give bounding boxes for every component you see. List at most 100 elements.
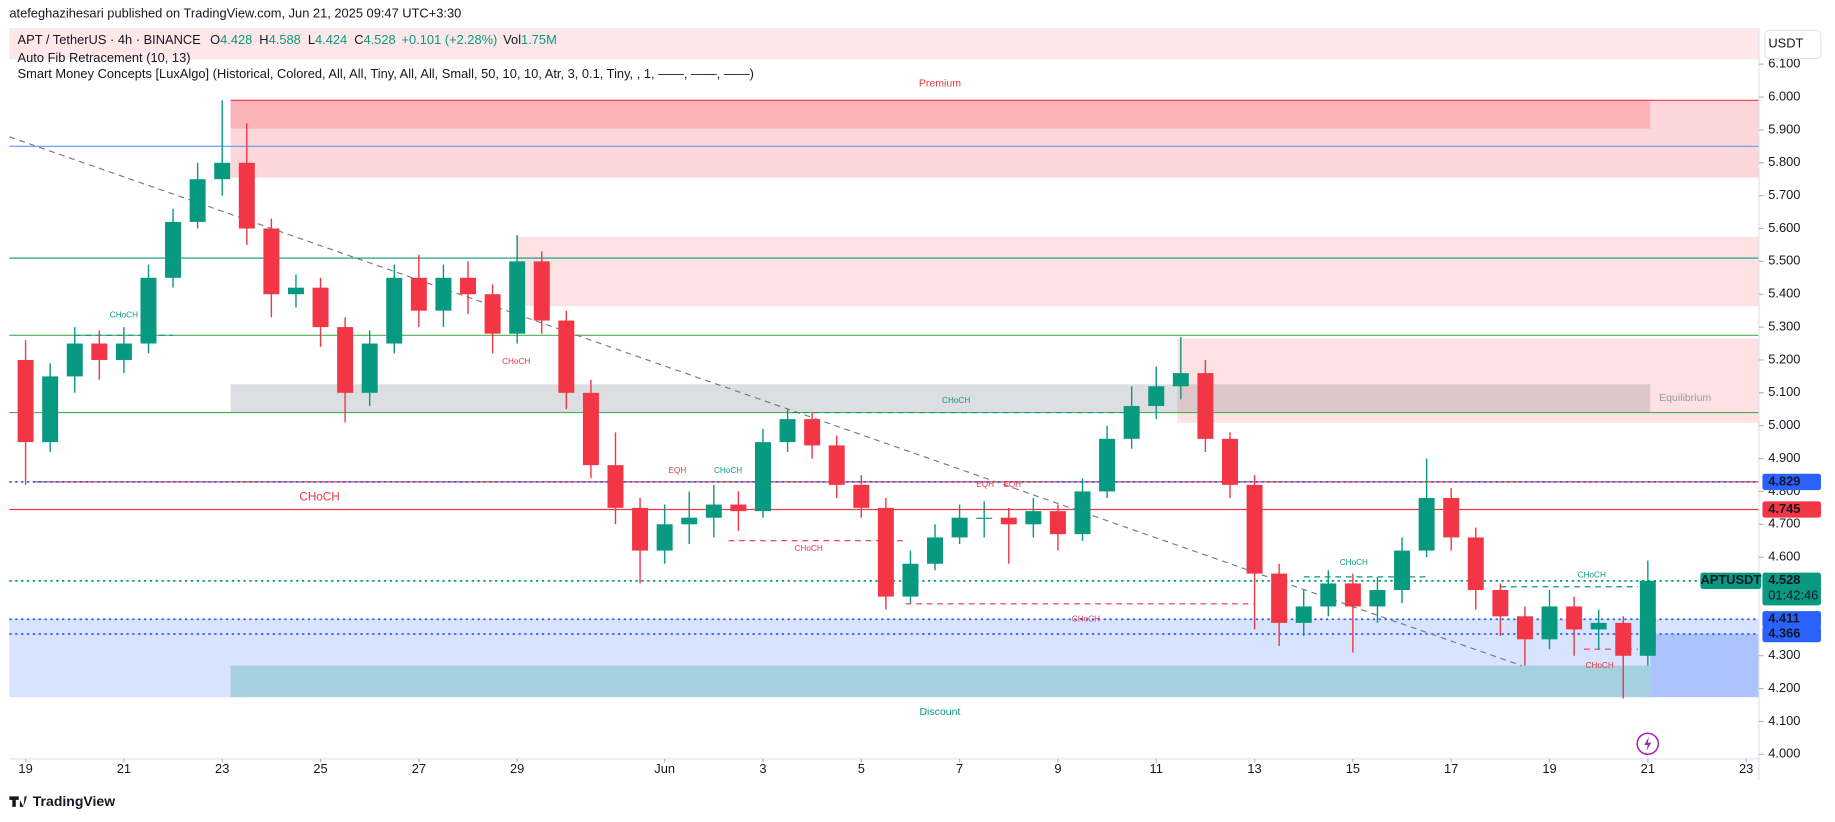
currency[interactable]: USDT [1768, 36, 1803, 51]
price-tag [1762, 473, 1821, 491]
y-tick-label: 5.200 [1768, 351, 1800, 366]
price-tag-label: 4.366 [1768, 625, 1800, 640]
zone [1177, 338, 1759, 423]
candle-body [1025, 511, 1042, 525]
x-tick-label: 15 [1346, 761, 1360, 776]
annotation: CHoCH [299, 490, 339, 503]
candle-body [263, 228, 280, 295]
ohlc-key: C [354, 32, 363, 47]
candle-body [361, 343, 378, 393]
y-tick-label: 5.000 [1768, 417, 1800, 432]
y-tick-label: 5.300 [1768, 318, 1800, 333]
annotation: CHoCH [1340, 558, 1368, 567]
x-tick-label: 25 [313, 761, 327, 776]
price-tag-label: 4.829 [1768, 473, 1800, 488]
y-tick-label: 5.100 [1768, 384, 1800, 399]
y-tick-label: 5.500 [1768, 253, 1800, 268]
zone [9, 618, 1759, 698]
price-tag [1762, 611, 1821, 628]
vol-key: Vol [503, 32, 521, 47]
candle-body [533, 261, 550, 321]
logo-mark [9, 796, 27, 807]
x-tick-label: 29 [510, 761, 524, 776]
candle-body [607, 465, 624, 508]
candle-body [509, 261, 526, 334]
price-tag [1762, 625, 1821, 643]
candle-body [337, 327, 354, 393]
candle-body [410, 277, 427, 311]
candle-body [1221, 438, 1238, 485]
y-tick-label: 5.900 [1768, 121, 1800, 136]
alert-icon[interactable] [1636, 732, 1660, 756]
candle-body [779, 419, 796, 443]
x-tick-label: 21 [1641, 761, 1655, 776]
price-tag-label: 4.528 [1768, 572, 1800, 587]
candle-body [91, 343, 108, 360]
candle-body [1197, 373, 1214, 439]
candle-body [1344, 583, 1361, 607]
ohlc-key: H [259, 32, 268, 47]
y-tick-label: 4.200 [1768, 680, 1800, 695]
candle-body [1516, 616, 1533, 640]
candle-body [754, 442, 771, 512]
ohlc-value: 4.588 [269, 32, 301, 47]
zone [516, 237, 1759, 307]
candle-body [1492, 590, 1509, 617]
tv-logo: TradingView [9, 793, 115, 809]
annotation: CHoCH [502, 357, 530, 366]
currency-button[interactable] [1764, 29, 1822, 59]
x-tick-label: 23 [1739, 761, 1753, 776]
candle-body [1123, 405, 1140, 439]
annotations: Premium Equilibrium Discount CHoCH CHoCH CHoC… [110, 78, 1712, 718]
candle-body [1246, 484, 1263, 574]
candle-body [1541, 606, 1558, 640]
y-tick-label: 4.700 [1768, 516, 1800, 531]
candle-body [1615, 622, 1632, 656]
annotation: Premium [919, 78, 961, 90]
x-tick-label: 21 [117, 761, 131, 776]
candle-body [558, 320, 575, 393]
candle-body [17, 359, 34, 443]
candle-body [705, 504, 722, 518]
candle-body [804, 419, 821, 446]
annotation: EQH [1003, 480, 1021, 489]
candle-body [1099, 438, 1116, 492]
candle-body [1320, 583, 1337, 607]
x-tick-label: 7 [956, 761, 963, 776]
x-tick-label: 19 [1542, 761, 1556, 776]
annotation: Equilibrium [1659, 392, 1711, 404]
annotation: CHoCH [1586, 661, 1614, 670]
candle-body [238, 162, 255, 229]
candle-body [976, 517, 993, 519]
annotation: CHoCH [714, 466, 742, 475]
ohlc-value: 4.428 [220, 32, 252, 47]
zone [230, 100, 1759, 178]
x-tick-label: 13 [1247, 761, 1261, 776]
candle-body [1394, 550, 1411, 591]
candle-body [140, 277, 157, 344]
x-tick-label: 5 [858, 761, 865, 776]
ohlc-value: 4.424 [315, 32, 347, 47]
candle-body [386, 277, 403, 344]
candle-body [1000, 517, 1017, 525]
candle-body [828, 445, 845, 485]
candle-body [312, 287, 329, 328]
y-tick-label: 4.900 [1768, 450, 1800, 465]
symbol-tag [1700, 572, 1762, 589]
drawings [9, 99, 1759, 667]
x-tick-label: 19 [18, 761, 32, 776]
candle-body [1049, 511, 1066, 535]
candle-body [1566, 606, 1583, 630]
y-tick-label: 4.300 [1768, 647, 1800, 662]
y-tick-label: 5.600 [1768, 220, 1800, 235]
candle-body [460, 277, 477, 295]
candle-body [1590, 622, 1607, 630]
candle-body [1074, 491, 1091, 535]
ohlc-key: L [308, 32, 315, 47]
publisher: atefeghazihesari published on TradingVie… [9, 5, 461, 20]
x-tick-label: 9 [1054, 761, 1061, 776]
candle-body [1369, 590, 1386, 607]
zone [9, 28, 1759, 60]
